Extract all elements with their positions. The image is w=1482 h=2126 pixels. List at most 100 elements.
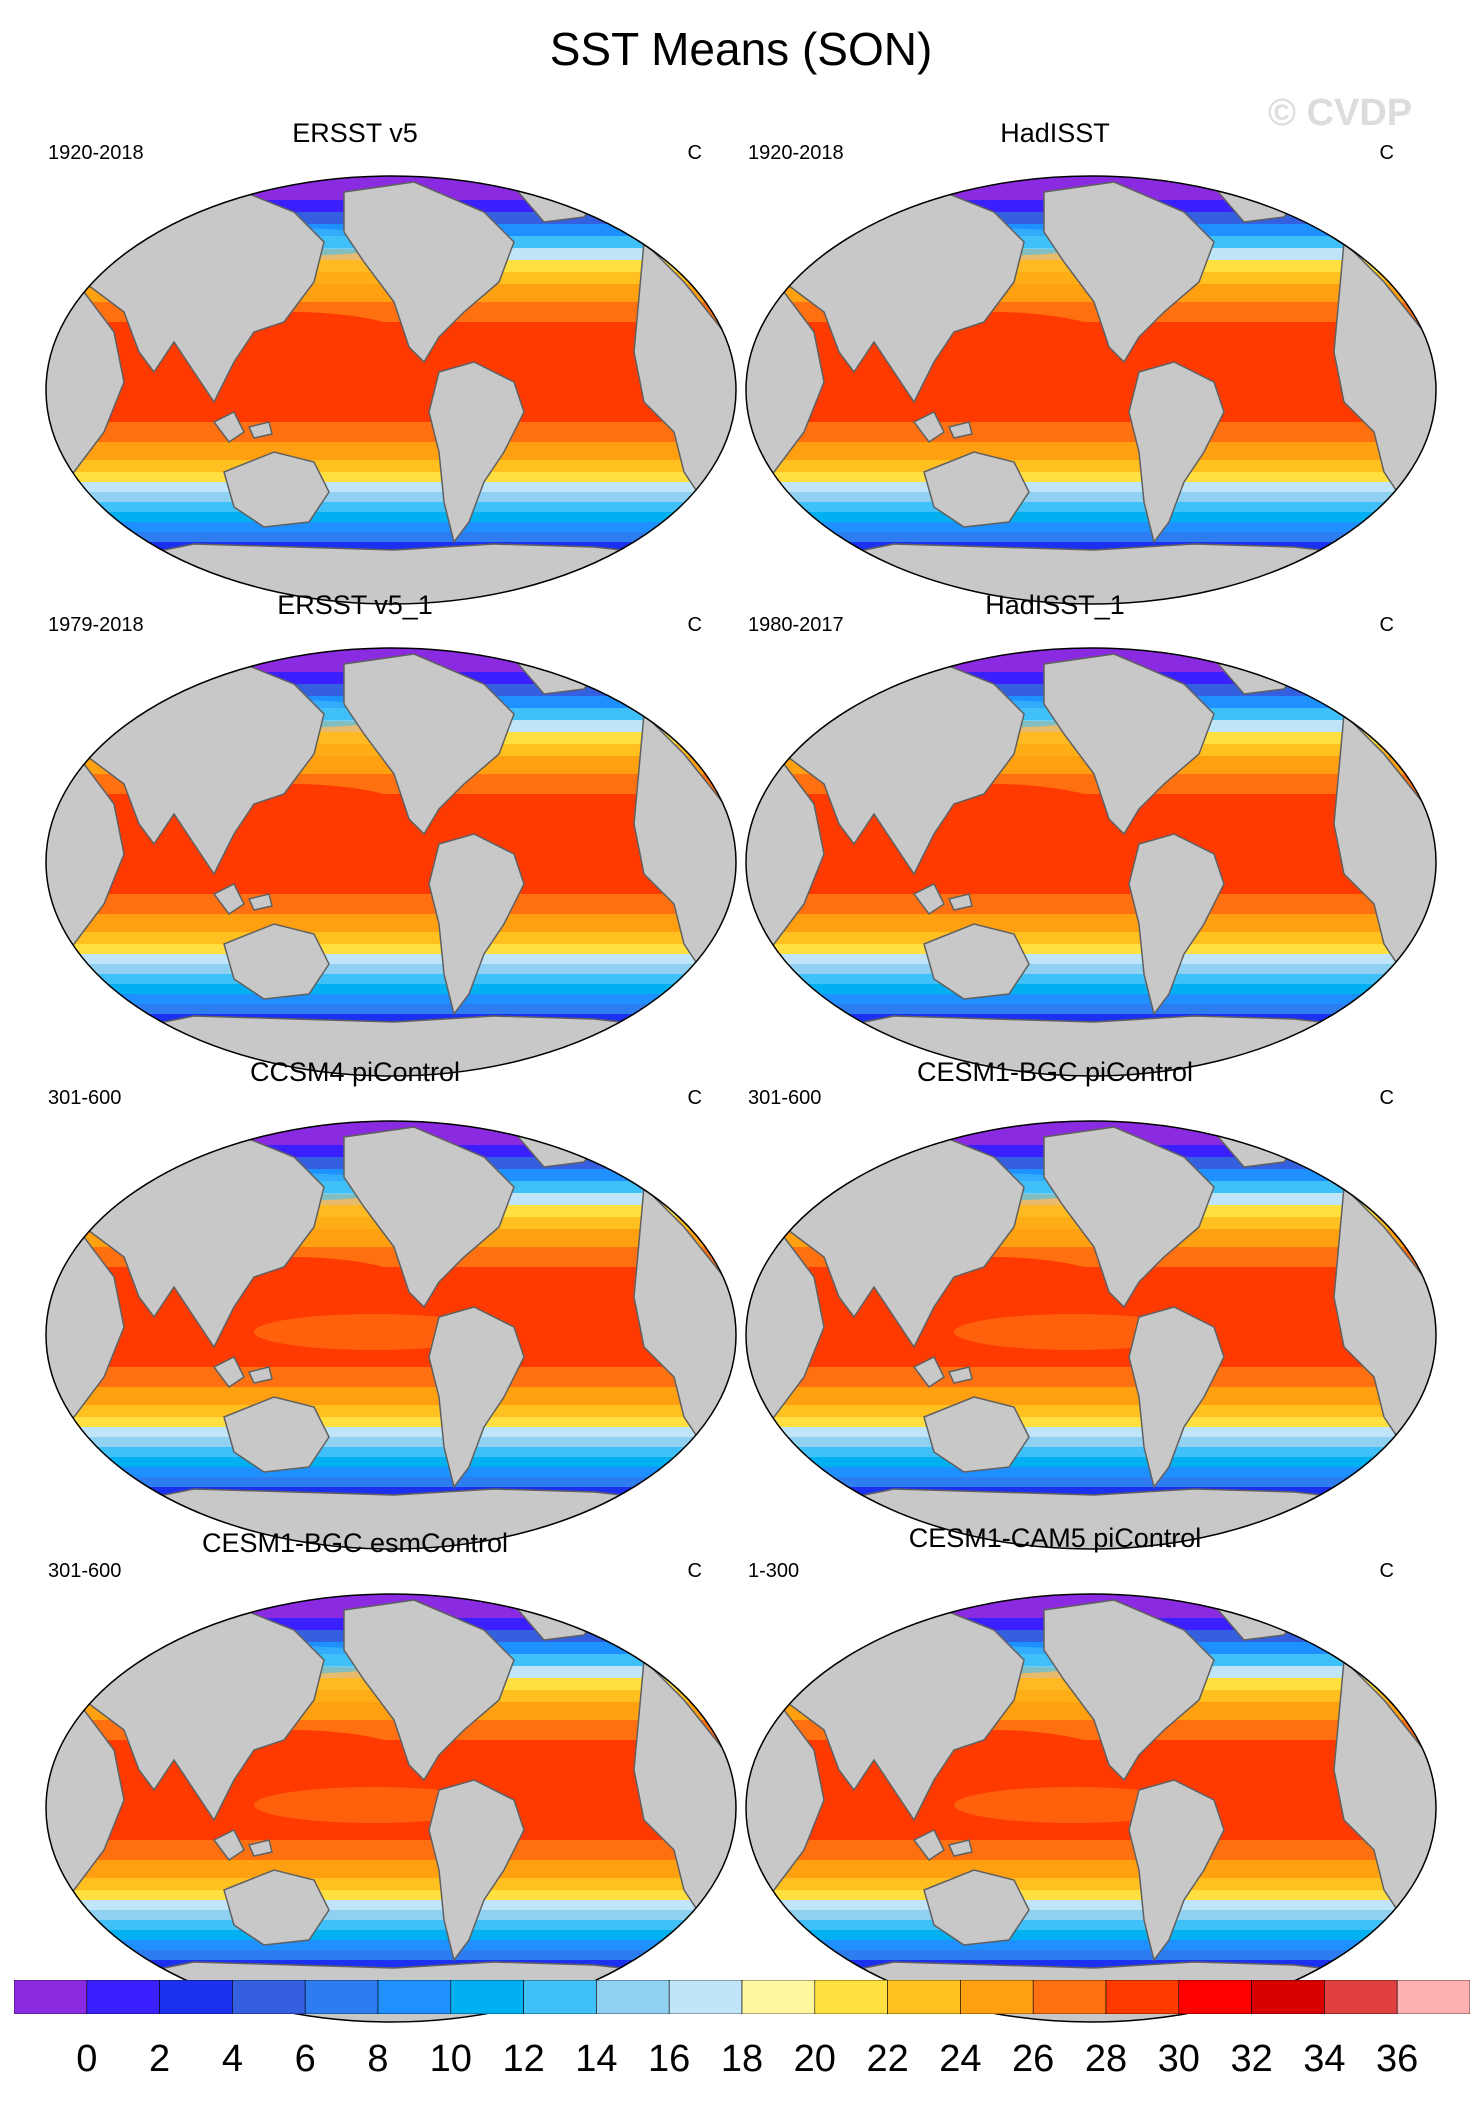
sst-band bbox=[46, 482, 736, 492]
map-panel: ERSST v5_1 1979-2018 C bbox=[0, 582, 737, 1077]
panel-period: 301-600 bbox=[48, 1560, 122, 1582]
colorbar-tick-label: 26 bbox=[1012, 2038, 1055, 2080]
sst-band bbox=[746, 532, 1436, 542]
sst-band bbox=[46, 1437, 736, 1447]
colorbar-labels: 0 2 4 6 8 10 12 14 16 18 20 22 24 26 28 30 32 34 36 bbox=[0, 2038, 1482, 2088]
map-panel: CESM1-BGC piControl 301-600 C bbox=[700, 1055, 1437, 1550]
panel-units: C bbox=[687, 614, 702, 636]
panel-title: CESM1-BGC piControl bbox=[916, 1057, 1194, 1087]
sst-band bbox=[46, 512, 736, 522]
sst-band bbox=[46, 1457, 736, 1467]
land-mass bbox=[923, 923, 1030, 1000]
land-mass bbox=[1128, 361, 1225, 544]
land-mass bbox=[1043, 1126, 1215, 1309]
land-mass bbox=[912, 1355, 945, 1389]
sst-band bbox=[746, 472, 1436, 482]
sst-band bbox=[46, 542, 736, 552]
sst-band bbox=[46, 1950, 736, 1960]
sst-map bbox=[745, 647, 1437, 1077]
colorbar-tick-label: 20 bbox=[793, 2038, 836, 2080]
sst-band bbox=[746, 1427, 1436, 1437]
sst-map bbox=[45, 1120, 737, 1550]
sst-map bbox=[745, 1120, 1437, 1550]
sst-band bbox=[746, 482, 1436, 492]
sst-band bbox=[46, 1940, 736, 1950]
sst-map bbox=[45, 1593, 737, 2023]
sst-band bbox=[46, 1840, 736, 1860]
sst-band bbox=[746, 914, 1436, 932]
sst-band bbox=[46, 1405, 736, 1417]
colorbar-tick-label: 16 bbox=[648, 2038, 691, 2080]
panel-period: 301-600 bbox=[748, 1087, 822, 1109]
land-mass bbox=[212, 1828, 245, 1862]
sst-band bbox=[746, 1487, 1436, 1497]
sst-band bbox=[746, 944, 1436, 954]
land-mass bbox=[912, 1828, 945, 1862]
land-mass bbox=[923, 1869, 1030, 1946]
panel-title: ERSST v5 bbox=[292, 118, 418, 148]
land-mass bbox=[428, 833, 525, 1016]
colorbar-tick-label: 10 bbox=[429, 2038, 472, 2080]
sst-band bbox=[46, 1417, 736, 1427]
panel-period: 1979-2018 bbox=[48, 614, 144, 636]
land-mass bbox=[912, 882, 945, 916]
colorbar-tick-label: 22 bbox=[866, 2038, 909, 2080]
land-mass bbox=[343, 181, 515, 364]
colorbar-swatch bbox=[14, 1980, 88, 2014]
land-mass bbox=[1128, 833, 1225, 1016]
sst-band bbox=[46, 1014, 736, 1024]
sst-band bbox=[746, 932, 1436, 944]
sst-band bbox=[746, 974, 1436, 984]
panel-title: CESM1-CAM5 piControl bbox=[908, 1523, 1202, 1553]
sst-band bbox=[746, 1878, 1436, 1890]
sst-band bbox=[46, 964, 736, 974]
land-mass bbox=[428, 1306, 525, 1489]
land-mass bbox=[212, 1355, 245, 1389]
sst-band bbox=[46, 914, 736, 932]
sst-map bbox=[745, 1593, 1437, 2023]
map-panel: HadISST_1 1980-2017 C bbox=[700, 582, 1437, 1077]
sst-band bbox=[46, 1427, 736, 1437]
colorbar-swatch bbox=[1251, 1980, 1325, 2014]
sst-band bbox=[746, 1447, 1436, 1457]
sst-band bbox=[46, 1387, 736, 1405]
land-mass bbox=[947, 421, 973, 439]
sst-band bbox=[46, 1930, 736, 1940]
sst-band bbox=[46, 984, 736, 994]
sst-band bbox=[46, 442, 736, 460]
sst-band bbox=[46, 974, 736, 984]
sst-band bbox=[746, 1477, 1436, 1487]
land-mass bbox=[223, 1396, 330, 1473]
land-mass bbox=[1128, 1779, 1225, 1962]
map-outline bbox=[745, 647, 1437, 1077]
sst-map bbox=[45, 647, 737, 1077]
colorbar-swatch bbox=[596, 1980, 670, 2014]
sst-band bbox=[746, 502, 1436, 512]
land-mass bbox=[428, 1779, 525, 1962]
land-mass bbox=[223, 1869, 330, 1946]
land-mass bbox=[912, 410, 945, 444]
sst-band bbox=[746, 1014, 1436, 1024]
sst-band bbox=[46, 1860, 736, 1878]
sst-band bbox=[46, 532, 736, 542]
sst-band bbox=[746, 1950, 1436, 1960]
panel-units: C bbox=[1379, 1560, 1394, 1582]
colorbar-swatch bbox=[1178, 1980, 1252, 2014]
sst-band bbox=[746, 1840, 1436, 1860]
sst-band bbox=[746, 1940, 1436, 1950]
colorbar-swatch bbox=[450, 1980, 524, 2014]
map-outline bbox=[45, 175, 737, 605]
panel-units: C bbox=[687, 1560, 702, 1582]
colorbar-swatch bbox=[741, 1980, 816, 2014]
colorbar-swatch bbox=[814, 1980, 888, 2014]
map-outline bbox=[45, 1120, 737, 1550]
colorbar-swatch bbox=[887, 1980, 961, 2014]
panel-units: C bbox=[687, 1087, 702, 1109]
sst-band bbox=[746, 894, 1436, 914]
land-mass bbox=[1043, 1599, 1215, 1782]
sst-band bbox=[746, 1860, 1436, 1878]
sst-band bbox=[46, 422, 736, 442]
sst-band bbox=[46, 1890, 736, 1900]
land-mass bbox=[247, 893, 273, 911]
sst-band bbox=[746, 964, 1436, 974]
